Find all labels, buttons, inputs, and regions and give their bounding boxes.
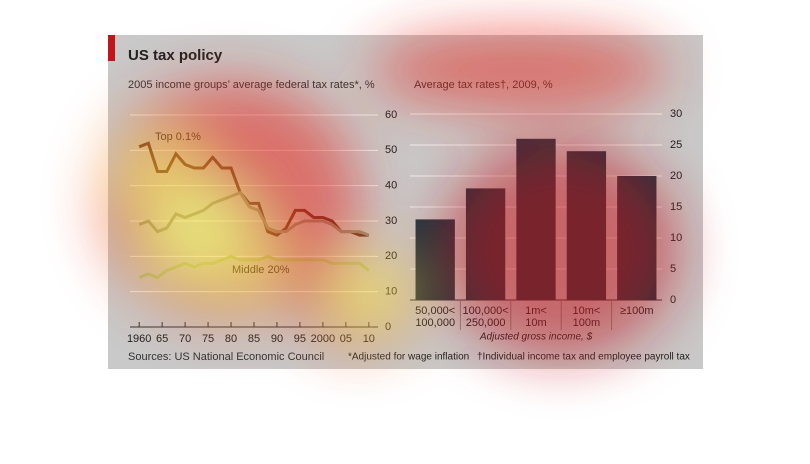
y-tick-label: 40 [385, 180, 397, 192]
x-tick-label: 65 [156, 333, 168, 345]
series-label: Middle 20% [232, 264, 290, 276]
bar [415, 219, 455, 300]
x-tick-label: 90 [271, 333, 283, 345]
x-tick-label: 100,000< [463, 305, 509, 317]
source: Sources: US National Economic Council [128, 351, 324, 363]
x-tick-label: 85 [248, 333, 260, 345]
x-tick-label: 100,000 [415, 317, 455, 329]
bar [465, 188, 506, 300]
left-chart-title: 2005 income groups’ average federal tax … [128, 79, 375, 91]
x-tick-label: 1960 [127, 333, 151, 345]
x-tick-label: 50,000< [415, 305, 455, 317]
x-tick-label: 70 [179, 333, 191, 345]
y-tick-label: 0 [385, 321, 391, 333]
bar [566, 151, 607, 300]
bar [516, 138, 556, 300]
y-tick-label: 30 [670, 108, 682, 120]
x-tick-label: 80 [225, 333, 237, 345]
note: *Adjusted for wage inflation [348, 352, 469, 363]
y-tick-label: 25 [670, 139, 682, 151]
y-tick-label: 20 [670, 170, 682, 182]
series-label: Top 0.1% [155, 131, 201, 143]
red-tag [108, 35, 115, 61]
y-tick-label: 30 [385, 215, 397, 227]
y-tick-label: 50 [385, 144, 397, 156]
x-axis-label: Adjusted gross income, $ [479, 332, 593, 343]
y-tick-label: 5 [670, 263, 676, 275]
x-tick-label: 95 [294, 333, 306, 345]
x-tick-label: 1m< [525, 305, 547, 317]
y-tick-label: 15 [670, 201, 682, 213]
right-chart-title: Average tax rates†, 2009, % [414, 79, 553, 91]
y-tick-label: 0 [670, 294, 676, 306]
note: †Individual income tax and employee payr… [477, 352, 690, 363]
x-tick-label: 05 [340, 333, 352, 345]
y-tick-label: 10 [385, 286, 397, 298]
x-tick-label: 10 [363, 333, 375, 345]
x-tick-label: ≥100m [620, 305, 654, 317]
page-title: US tax policy [128, 47, 223, 64]
x-tick-label: 100m [573, 317, 601, 329]
x-tick-label: 250,000 [466, 317, 506, 329]
x-tick-label: 10m [525, 317, 546, 329]
y-tick-label: 10 [670, 232, 682, 244]
x-tick-label: 2000 [311, 333, 335, 345]
bar [617, 176, 657, 300]
y-tick-label: 20 [385, 250, 397, 262]
x-tick-label: 10m< [572, 305, 600, 317]
y-tick-label: 60 [385, 109, 397, 121]
x-tick-label: 75 [202, 333, 214, 345]
